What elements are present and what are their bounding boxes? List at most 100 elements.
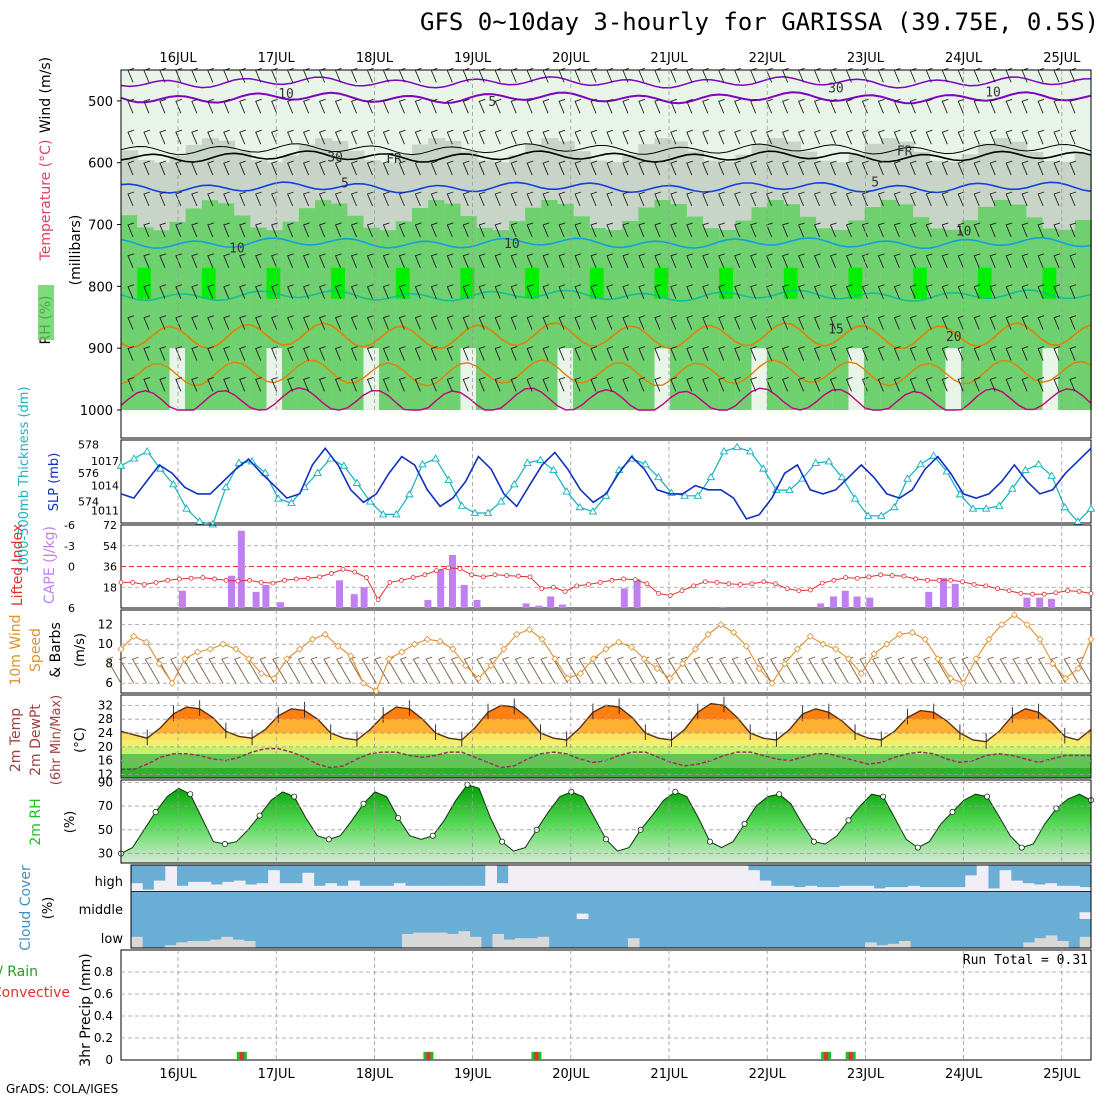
li-point (235, 578, 241, 584)
x-tick-label-bottom: 20JUL (552, 1067, 590, 1082)
wind-barb (877, 191, 885, 207)
rh-green-cell (735, 220, 753, 410)
wind-barb (718, 253, 725, 268)
li-point (282, 577, 288, 583)
wind-barb (813, 284, 821, 299)
wind-barb (350, 129, 358, 145)
rh-green-cell (622, 220, 640, 410)
wind-barb (734, 315, 741, 330)
rh2m-point (949, 809, 956, 816)
wind-barb (734, 222, 741, 238)
wind-barb (127, 377, 135, 392)
low-cloud-bar (1034, 938, 1047, 948)
high-cloud-bar (851, 885, 863, 891)
wind10-point (257, 669, 265, 678)
wind-barb (558, 222, 566, 238)
slp-axis-label: SLP (mb) (47, 453, 62, 512)
high-cloud-bar (153, 880, 166, 891)
wind-barb (718, 315, 725, 330)
rh-green-cell (476, 227, 494, 410)
thickness-point (287, 498, 296, 506)
rh-bright-cell (395, 267, 410, 299)
wind-barb (638, 222, 646, 238)
rh-dry-cell (557, 348, 573, 410)
high-cloud-bar (542, 865, 555, 891)
wind-barb (271, 160, 278, 176)
low-cloud-bar (221, 936, 233, 948)
wind-barb (382, 284, 390, 299)
precip-convective-bar (534, 1052, 539, 1060)
wind-barb (318, 191, 326, 207)
thickness-point (142, 447, 152, 455)
high-cloud-bar (1079, 887, 1092, 891)
rh2m-point (603, 836, 610, 843)
wind-barb (382, 160, 390, 176)
thickness-point (365, 497, 375, 505)
wind10-barb (399, 656, 415, 684)
wind-barb (478, 191, 486, 207)
wind10-point (691, 645, 699, 653)
wind-barb (654, 346, 662, 361)
rh-dry-cell (266, 348, 282, 410)
wind-barb (909, 315, 917, 330)
high-cloud-bar (279, 883, 292, 891)
wind-barb (127, 222, 135, 238)
li-point (667, 593, 673, 598)
high-cloud-bar (382, 885, 395, 891)
wind-barb (590, 377, 598, 392)
rh2m-point (152, 809, 159, 816)
t2m-axis-label-1: 2m Temp (8, 708, 24, 772)
contour-label: FR (897, 144, 913, 159)
wind-barb (1037, 284, 1045, 299)
x-tick-label-top: 19JUL (454, 51, 492, 66)
wind-barb (622, 284, 630, 299)
wind-barb (382, 98, 390, 114)
wind-barb (813, 253, 821, 268)
li-point (212, 576, 217, 582)
rh-dry-cell (363, 348, 379, 410)
wind10-barb (999, 656, 1015, 684)
cape-bar (277, 602, 285, 608)
thickness-point (929, 451, 938, 459)
wind-barb (478, 315, 486, 330)
wind-barb (925, 98, 933, 114)
high-cloud-bar (805, 885, 818, 891)
wind-barb (638, 129, 646, 145)
wind-barb (973, 160, 981, 176)
thickness-point (496, 497, 506, 505)
wind-barb (350, 377, 358, 392)
wind-barb (845, 377, 853, 392)
high-cloud-bar (473, 885, 486, 891)
wind-barb (1005, 346, 1013, 361)
rh-bright-cell (266, 267, 281, 299)
wind-barb (223, 253, 230, 268)
li-point (305, 575, 311, 581)
wind10-barb (616, 656, 632, 684)
wind-barb (350, 191, 358, 207)
wind-barb (654, 129, 662, 145)
wind-barb (510, 315, 518, 330)
wind-barb (143, 346, 151, 361)
wind-barb (766, 160, 773, 176)
wind-barb (1037, 377, 1045, 392)
wind-barb (334, 253, 342, 268)
wind-barb (973, 315, 981, 330)
wind10-barb (986, 656, 1003, 684)
high-cloud-bar (793, 887, 806, 891)
wind-barb (478, 253, 486, 268)
wind-barb (574, 98, 582, 114)
thickness-point (863, 511, 873, 519)
temp-band (121, 767, 1091, 778)
wind-barb (622, 222, 630, 238)
thickness-point (182, 504, 191, 512)
wind-barb (813, 222, 821, 238)
thickness-point (890, 502, 899, 511)
wind-barb (159, 98, 167, 114)
wind-barb (239, 129, 246, 145)
high-cloud-bar (462, 885, 475, 891)
wind-barb (303, 346, 310, 361)
wind-barb (622, 160, 630, 176)
wind-barb (526, 377, 534, 392)
wind10-barb (119, 656, 135, 684)
wind-barb (414, 315, 422, 330)
